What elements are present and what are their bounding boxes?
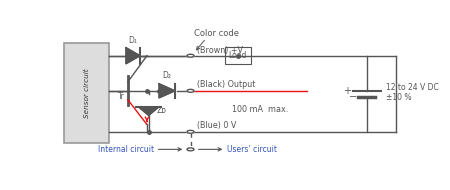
Text: (Black) Output: (Black) Output xyxy=(197,80,255,89)
Polygon shape xyxy=(139,107,158,115)
Text: Users’ circuit: Users’ circuit xyxy=(227,145,277,154)
Text: Color code: Color code xyxy=(194,29,239,38)
Circle shape xyxy=(187,54,194,57)
Text: Load: Load xyxy=(229,51,247,60)
Text: 12 to 24 V DC
±10 %: 12 to 24 V DC ±10 % xyxy=(386,83,439,102)
FancyBboxPatch shape xyxy=(225,47,251,64)
FancyBboxPatch shape xyxy=(64,43,109,143)
Text: D₁: D₁ xyxy=(128,36,137,45)
Circle shape xyxy=(187,130,194,133)
Polygon shape xyxy=(159,84,175,98)
Text: Sensor circuit: Sensor circuit xyxy=(84,68,90,118)
Text: −: − xyxy=(349,92,357,102)
Text: +: + xyxy=(343,86,351,96)
Text: Internal circuit: Internal circuit xyxy=(98,145,154,154)
Text: (Blue) 0 V: (Blue) 0 V xyxy=(197,121,236,130)
Circle shape xyxy=(187,89,194,92)
Polygon shape xyxy=(126,48,140,64)
Text: Tr: Tr xyxy=(117,92,124,101)
Text: D₂: D₂ xyxy=(162,71,171,80)
Circle shape xyxy=(187,148,194,151)
Text: 100 mA  max.: 100 mA max. xyxy=(232,105,288,114)
Text: (Brown) +V: (Brown) +V xyxy=(197,46,243,55)
Text: Zᴅ: Zᴅ xyxy=(156,106,166,115)
